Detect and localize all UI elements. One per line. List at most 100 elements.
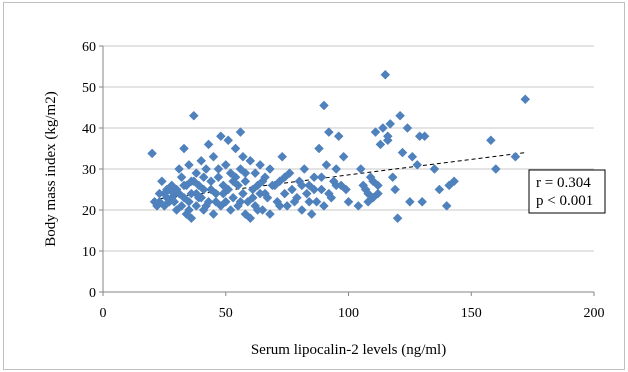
y-tick-label: 40 xyxy=(82,122,96,137)
data-point xyxy=(429,164,440,174)
data-point xyxy=(220,160,231,170)
data-point xyxy=(402,123,413,133)
data-point xyxy=(370,127,381,137)
data-point xyxy=(174,164,184,174)
data-point xyxy=(179,180,189,191)
data-point xyxy=(245,213,256,224)
axes: 0 10 20 30 40 50 60 0 50 100 150 200 xyxy=(82,40,605,321)
data-point xyxy=(301,188,312,199)
data-point xyxy=(257,176,268,187)
data-point xyxy=(223,135,234,146)
data-point xyxy=(338,151,349,162)
data-point xyxy=(368,176,378,187)
data-point xyxy=(277,151,288,162)
data-point xyxy=(206,184,216,195)
data-point xyxy=(198,172,209,183)
data-point xyxy=(397,147,408,158)
data-point xyxy=(378,123,388,133)
data-point xyxy=(373,188,383,199)
data-point xyxy=(319,201,329,211)
y-tick-label: 10 xyxy=(82,245,96,260)
data-point xyxy=(321,160,332,170)
data-point xyxy=(238,151,248,162)
data-point xyxy=(198,184,209,195)
data-point xyxy=(407,151,418,162)
data-point xyxy=(316,184,327,195)
data-point xyxy=(213,172,224,183)
data-point xyxy=(292,192,302,203)
data-point xyxy=(419,131,430,142)
data-point xyxy=(331,164,342,174)
data-point xyxy=(203,139,214,150)
data-point xyxy=(201,201,211,211)
data-point xyxy=(184,160,194,170)
data-point xyxy=(228,176,238,187)
data-point xyxy=(176,172,187,183)
data-point xyxy=(211,196,221,207)
data-point xyxy=(331,180,342,191)
data-point xyxy=(363,196,373,207)
data-point xyxy=(434,184,445,195)
stats-annotation-box xyxy=(528,169,606,214)
data-point xyxy=(520,94,531,105)
data-point xyxy=(247,192,258,203)
data-point xyxy=(228,192,238,203)
data-points xyxy=(147,69,531,224)
data-point xyxy=(297,180,307,191)
data-point xyxy=(355,164,366,174)
data-point xyxy=(309,184,319,195)
data-point xyxy=(311,196,322,207)
x-tick-label: 100 xyxy=(338,306,359,321)
data-point xyxy=(260,188,270,199)
data-point xyxy=(220,196,231,207)
data-point xyxy=(208,151,219,162)
data-point xyxy=(213,164,224,174)
data-point xyxy=(279,188,290,199)
data-point xyxy=(304,196,315,207)
data-point xyxy=(441,201,452,211)
data-point xyxy=(324,188,334,199)
data-point xyxy=(164,184,175,195)
y-tick-label: 30 xyxy=(82,163,96,178)
data-point xyxy=(186,213,197,224)
data-point xyxy=(208,209,219,219)
data-point xyxy=(486,135,496,146)
data-point xyxy=(380,69,391,80)
data-point xyxy=(238,188,248,199)
data-point xyxy=(188,110,199,121)
data-point xyxy=(174,188,184,199)
data-point xyxy=(267,180,278,191)
y-tick-label: 50 xyxy=(82,81,96,96)
x-tick-label: 150 xyxy=(461,306,482,321)
data-point xyxy=(149,196,160,207)
data-point xyxy=(215,131,226,142)
data-point xyxy=(282,201,292,211)
annotation-layer: r = 0.304 p < 0.001 xyxy=(528,169,606,214)
data-point xyxy=(287,184,297,195)
stats-annotation-text: p < 0.001 xyxy=(536,193,593,209)
data-point xyxy=(324,127,334,137)
data-point xyxy=(196,155,207,166)
data-point xyxy=(235,127,246,137)
data-point xyxy=(314,143,324,154)
data-point xyxy=(405,196,415,207)
scatter-chart: 0 10 20 30 40 50 60 0 50 100 150 200 r = 0.304 p < 0… xyxy=(3,2,625,370)
data-point xyxy=(255,160,265,170)
y-tick-label: 60 xyxy=(82,40,96,55)
data-point xyxy=(240,176,251,187)
data-point xyxy=(316,172,327,183)
data-point xyxy=(299,164,310,174)
data-point xyxy=(154,188,165,199)
data-point xyxy=(449,176,459,187)
data-point xyxy=(218,188,229,199)
data-point xyxy=(358,180,369,191)
data-point xyxy=(184,205,194,215)
data-point xyxy=(161,192,172,203)
data-point xyxy=(230,143,241,154)
data-point xyxy=(250,168,261,178)
x-tick-label: 50 xyxy=(219,306,233,321)
data-point xyxy=(201,164,211,174)
data-point xyxy=(395,110,405,121)
y-axis-title: Body mass index (kg/m2) xyxy=(43,91,59,246)
data-point xyxy=(265,164,275,174)
